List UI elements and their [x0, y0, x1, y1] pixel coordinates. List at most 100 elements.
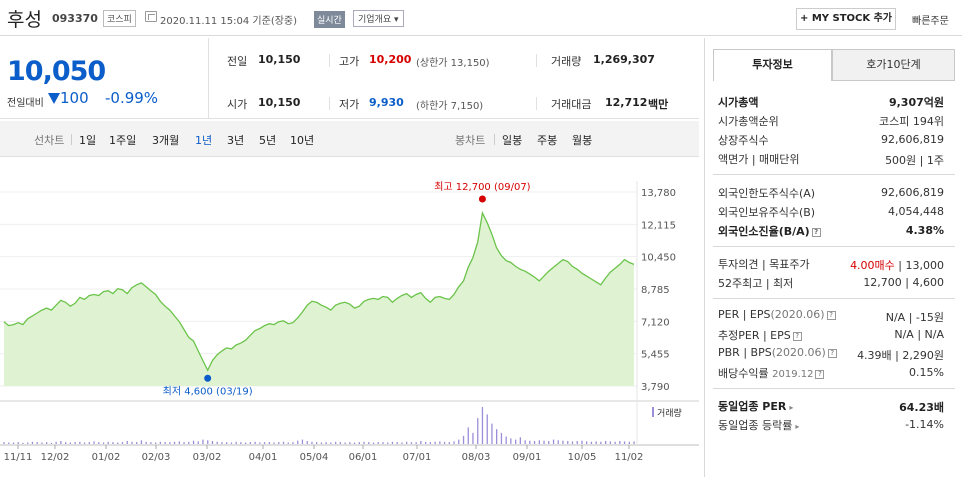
volume-bar: [140, 440, 143, 444]
volume-bar: [22, 442, 24, 444]
volume-bar: [477, 418, 479, 444]
price-change-percent: -0.99%: [105, 89, 159, 107]
volume-bar: [548, 441, 550, 444]
x-tick-label: 09/01: [513, 452, 542, 463]
volume-bar: [268, 442, 270, 444]
volume-bar: [600, 441, 602, 444]
volume-bar: [387, 442, 389, 444]
volume-bar: [306, 441, 308, 444]
volume-bar: [150, 442, 152, 444]
volume-bar: [529, 440, 531, 444]
volume-bar: [159, 441, 161, 444]
chevron-down-icon: ▾: [394, 15, 399, 25]
volume-bar: [117, 442, 119, 444]
period-3m[interactable]: 3개월: [152, 134, 180, 147]
volume-bar: [131, 441, 133, 444]
volume-bar: [434, 441, 436, 444]
x-tick-label: 05/04: [300, 452, 329, 463]
volume-bar: [505, 436, 507, 444]
low-label: 저가: [339, 98, 360, 111]
amount-value: 12,712: [605, 96, 648, 109]
open-label: 시가: [227, 98, 248, 111]
period-1y[interactable]: 1년: [195, 134, 213, 147]
pbr-row: PBR | BPS(2020.06)?: [718, 346, 837, 359]
volume-bar: [515, 439, 517, 444]
volume-bar: [425, 441, 427, 444]
volume-bar: [524, 440, 526, 444]
candle-daily[interactable]: 일봉: [502, 134, 523, 147]
volume-bar: [221, 442, 223, 444]
prev-close-label: 전일: [227, 55, 248, 68]
volume-bar: [358, 442, 360, 444]
amount-label: 거래대금: [551, 98, 592, 111]
volume-bar: [429, 442, 431, 444]
candle-weekly[interactable]: 주봉: [537, 134, 558, 147]
price-area: [4, 213, 634, 386]
volume-bar: [301, 439, 304, 444]
period-5y[interactable]: 5년: [259, 134, 277, 147]
volume-bar: [36, 442, 38, 444]
period-1w[interactable]: 1주일: [109, 134, 137, 147]
help-icon[interactable]: ?: [815, 370, 825, 379]
volume-bar: [240, 442, 242, 444]
volume-bar: [481, 407, 484, 444]
volume-bar: [320, 442, 323, 444]
high-point-marker: [478, 195, 486, 203]
low-annotation: 최저 4,600 (03/19): [163, 385, 253, 397]
company-overview-dropdown[interactable]: 기업개요 ▾: [353, 10, 404, 27]
volume-bar: [226, 442, 228, 444]
volume-bar: [486, 414, 488, 444]
help-icon[interactable]: ?: [792, 332, 802, 341]
period-3y[interactable]: 3년: [227, 134, 245, 147]
volume-bar: [491, 423, 493, 444]
volume-bar: [500, 432, 503, 444]
volume-bar: [467, 427, 469, 445]
volume-bar: [543, 440, 545, 444]
dividend-label: 배당수익률: [718, 367, 769, 380]
volume-bar: [27, 442, 29, 444]
amount-unit: 백만: [648, 98, 669, 111]
x-tick-label: 07/01: [403, 452, 432, 463]
week52-value: 12,700 | 4,600: [863, 276, 944, 289]
help-icon[interactable]: ?: [826, 311, 836, 320]
tab-invest-info[interactable]: 투자정보: [713, 49, 832, 81]
quick-order-link[interactable]: 빠른주문: [912, 16, 949, 27]
stock-header: 후성 093370 코스피 2020.11.11 15:04 기준(장중) 실시…: [0, 0, 962, 36]
sector-change-row[interactable]: 동일업종 등락률 ▸: [718, 417, 799, 433]
price-stats: 전일 10,150 고가 10,200 (상한가 13,150) 거래량 1,2…: [209, 38, 699, 119]
per-label: PER | EPS: [718, 308, 771, 321]
volume-bar: [249, 442, 251, 444]
price-chart[interactable]: 13,780 12,115 10,450 8,785 7,120 5,455 3,790 최…: [0, 158, 699, 477]
foreign-hold-value: 4,054,448: [888, 205, 944, 218]
period-1d[interactable]: 1일: [79, 134, 97, 147]
volume-bar: [183, 442, 185, 444]
volume-bar: [443, 441, 446, 444]
volume-bar: [396, 442, 398, 444]
volume-bar: [207, 440, 209, 444]
add-my-stock-button[interactable]: + MY STOCK 추가: [796, 8, 896, 30]
realtime-badge[interactable]: 실시간: [314, 11, 345, 28]
help-icon[interactable]: ?: [827, 349, 837, 358]
foreign-hold-label: 외국인보유주식수(B): [718, 206, 816, 219]
volume-bar: [278, 442, 280, 444]
volume-bar: [472, 432, 474, 444]
sector-per-row[interactable]: 동일업종 PER ▸: [718, 398, 793, 414]
y-tick-label: 10,450: [641, 253, 676, 264]
high-annotation: 최고 12,700 (09/07): [434, 181, 530, 193]
volume-bar: [192, 440, 195, 444]
help-icon[interactable]: ?: [811, 228, 821, 237]
volume-bar: [297, 440, 299, 444]
volume-bar: [136, 442, 138, 444]
volume-bar: [458, 439, 460, 444]
par-value: 500원 | 1주: [885, 154, 944, 167]
price-line: [3, 210, 635, 372]
low-point-marker: [204, 374, 212, 382]
down-triangle-icon: [48, 93, 60, 104]
period-10y[interactable]: 10년: [290, 134, 315, 147]
candle-monthly[interactable]: 월봉: [572, 134, 593, 147]
dividend-date: 2019.12: [772, 369, 814, 380]
quote-datetime: 2020.11.11 15:04 기준(장중): [160, 16, 298, 27]
tab-orderbook[interactable]: 호가10단계: [832, 49, 955, 81]
volume-bar: [69, 442, 71, 444]
opinion-rating: 4.00매수: [850, 259, 895, 272]
